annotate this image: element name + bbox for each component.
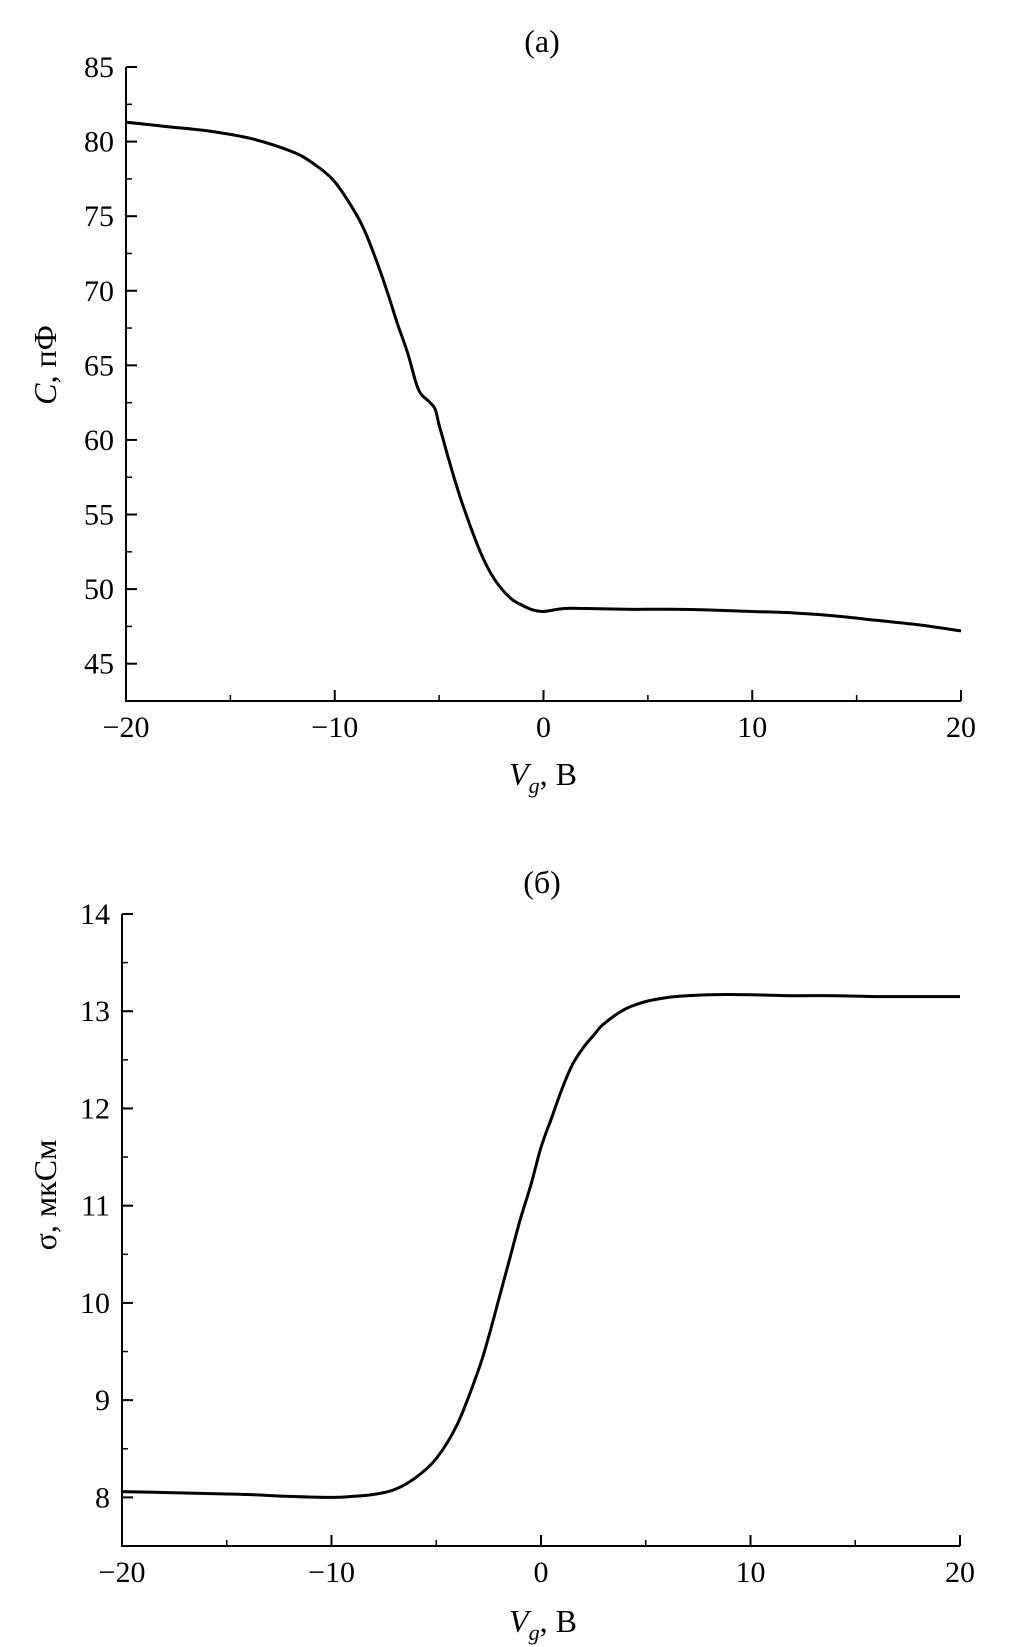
y-axis-label: σ, мкСм (27, 1140, 63, 1251)
series-line (125, 120, 962, 633)
y-axis-label-main: σ (27, 1233, 63, 1250)
y-tick-label: 70 (84, 275, 114, 308)
y-tick-label: 12 (80, 1092, 110, 1125)
x-axis-label-sub: g (529, 773, 540, 798)
y-tick-label: 60 (84, 424, 114, 457)
x-axis-label-rest: , В (540, 756, 577, 792)
x-tick-label: 20 (945, 1556, 975, 1589)
chart-title: (б) (523, 864, 561, 900)
x-axis-label: Vg, В (509, 756, 577, 798)
x-axis-label: Vg, В (509, 1603, 577, 1645)
y-tick-label: 85 (84, 51, 114, 84)
x-axis-label-main: V (509, 756, 532, 792)
x-axis-label-sub: g (529, 1620, 540, 1645)
x-tick-label: 0 (534, 1556, 549, 1589)
y-tick-label: 8 (95, 1481, 110, 1514)
tick-group: −20 −10 0 10 20 8 9 10 11 12 13 14 (80, 898, 975, 1589)
y-tick-label: 9 (95, 1384, 110, 1417)
x-tick-label: −20 (99, 1556, 146, 1589)
y-axis-label: C, пФ (27, 325, 63, 405)
y-tick-label: 14 (80, 898, 110, 931)
y-tick-label: 13 (80, 995, 110, 1028)
series-line (121, 993, 960, 1499)
chart-panel-b: (б) −20 −10 0 10 20 8 9 10 11 12 13 14 Vg, В σ, мкС… (27, 864, 975, 1645)
y-axis-label-rest: , пФ (27, 325, 63, 383)
y-tick-label: 45 (84, 648, 114, 681)
y-tick-label: 10 (80, 1287, 110, 1320)
y-axis-label-rest: , мкСм (27, 1140, 63, 1233)
tick-group: −20 −10 0 10 20 45 50 55 60 65 70 75 80 85 (84, 51, 976, 744)
y-tick-label: 80 (84, 126, 114, 159)
x-tick-label: 10 (737, 711, 767, 744)
x-tick-label: −10 (308, 1556, 355, 1589)
x-tick-label: −20 (103, 711, 150, 744)
y-axis-label-main: C (27, 383, 63, 405)
x-tick-label: 10 (736, 1556, 766, 1589)
x-tick-label: 0 (536, 711, 551, 744)
y-tick-label: 11 (81, 1190, 110, 1223)
axis-lines (125, 67, 961, 702)
y-tick-label: 50 (84, 573, 114, 606)
x-axis-label-main: V (509, 1603, 532, 1639)
axis-lines (121, 914, 960, 1547)
x-axis-label-rest: , В (540, 1603, 577, 1639)
x-tick-label: −10 (311, 711, 358, 744)
y-tick-label: 75 (84, 200, 114, 233)
y-tick-label: 55 (84, 499, 114, 532)
x-tick-label: 20 (946, 711, 976, 744)
chart-title: (a) (524, 23, 560, 59)
y-tick-label: 65 (84, 349, 114, 382)
